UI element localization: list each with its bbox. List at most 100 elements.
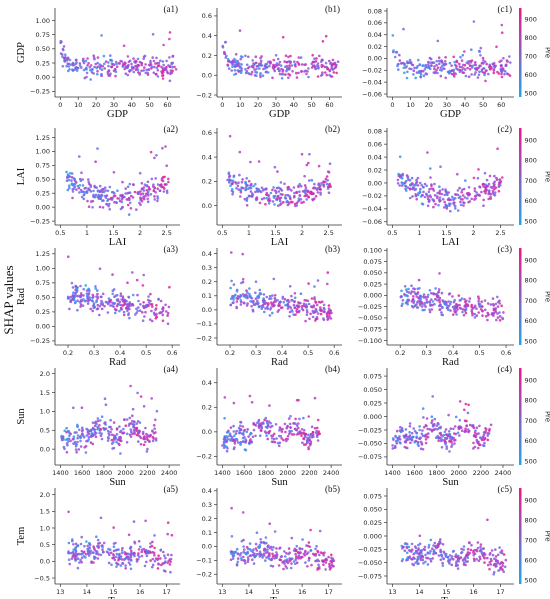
- scatter-point: [162, 43, 165, 47]
- x-axis-label: LAI: [109, 237, 127, 248]
- scatter-point: [408, 196, 412, 200]
- scatter-point: [235, 300, 239, 303]
- scatter-point: [417, 58, 420, 62]
- scatter-point: [289, 414, 292, 418]
- scatter-point: [131, 423, 134, 426]
- scatter-point: [418, 554, 421, 558]
- scatter-point: [495, 45, 498, 49]
- scatter-point: [112, 526, 115, 529]
- scatter-point: [458, 419, 462, 422]
- scatter-point: [314, 319, 317, 322]
- scatter-point: [161, 306, 165, 309]
- scatter-point: [278, 72, 282, 76]
- scatter-point: [303, 174, 306, 178]
- scatter-point: [443, 67, 446, 71]
- scatter-point: [462, 545, 466, 548]
- scatter-point: [130, 194, 133, 198]
- scatter-point: [264, 431, 268, 435]
- scatter-point: [478, 186, 482, 189]
- scatter-point: [232, 430, 236, 433]
- scatter-point: [121, 304, 124, 307]
- scatter-point: [96, 303, 100, 307]
- scatter-point: [425, 417, 429, 420]
- scatter-point: [279, 555, 283, 559]
- scatter-point: [326, 185, 330, 189]
- scatter-point: [408, 430, 411, 434]
- scatter-point: [273, 530, 277, 533]
- scatter-point: [118, 425, 121, 428]
- scatter-point: [451, 443, 454, 447]
- scatter-point: [472, 434, 476, 438]
- y-tick-label: −0.25: [30, 88, 50, 96]
- scatter-point: [436, 434, 440, 438]
- scatter-point: [238, 431, 242, 435]
- colorbar-tick-label: 800: [525, 34, 537, 42]
- scatter-point: [89, 185, 93, 188]
- scatter-point: [104, 60, 108, 63]
- scatter-point: [166, 553, 170, 556]
- scatter-point: [486, 434, 490, 437]
- scatter-point: [67, 65, 71, 68]
- scatter-point: [455, 67, 458, 70]
- scatter-point: [271, 200, 275, 203]
- scatter-point: [75, 286, 79, 290]
- scatter-point: [89, 64, 93, 67]
- scatter-point: [268, 429, 272, 433]
- scatter-point: [508, 55, 511, 58]
- scatter-point: [130, 549, 133, 553]
- scatter-point: [143, 550, 147, 553]
- scatter-point: [153, 546, 156, 550]
- scatter-point: [443, 193, 447, 197]
- scatter-point: [301, 308, 305, 312]
- scatter-point: [149, 150, 153, 154]
- scatter-point: [452, 558, 455, 561]
- scatter-point: [269, 421, 272, 425]
- scatter-point: [445, 447, 449, 451]
- scatter-point: [413, 551, 417, 555]
- x-tick-label: 20: [92, 101, 100, 109]
- scatter-point: [106, 311, 110, 314]
- panel-label: (a5): [164, 484, 179, 494]
- scatter-point: [400, 289, 403, 293]
- scatter-point: [485, 62, 489, 66]
- scatter-point: [504, 63, 508, 66]
- scatter-point: [147, 295, 150, 298]
- scatter-point: [317, 164, 321, 168]
- scatter-point: [142, 195, 145, 198]
- scatter-point: [81, 184, 85, 187]
- scatter-point: [137, 540, 141, 543]
- scatter-point: [126, 281, 129, 285]
- y-tick-label: −0.02: [362, 192, 382, 200]
- scatter-point: [80, 560, 83, 564]
- scatter-point: [254, 424, 258, 427]
- scatter-point: [272, 437, 276, 441]
- scatter-point: [99, 419, 102, 422]
- scatter-point: [403, 445, 407, 449]
- scatter-point: [418, 63, 422, 66]
- scatter-point: [481, 67, 485, 70]
- scatter-point: [232, 438, 236, 442]
- scatter-point: [481, 314, 484, 317]
- scatter-point: [310, 432, 313, 436]
- scatter-point: [244, 67, 247, 71]
- scatter-point: [470, 305, 473, 309]
- scatter-point: [87, 549, 90, 553]
- scatter-point: [462, 557, 466, 561]
- scatter-point: [303, 554, 307, 557]
- scatter-point: [422, 561, 425, 565]
- scatter-point: [433, 194, 437, 197]
- scatter-point: [281, 70, 285, 73]
- scatter-point: [454, 415, 458, 419]
- scatter-point: [115, 561, 118, 565]
- scatter-point: [458, 434, 461, 437]
- scatter-point: [244, 186, 248, 189]
- scatter-point: [116, 299, 119, 303]
- scatter-point: [459, 195, 462, 198]
- scatter-point: [430, 421, 433, 425]
- scatter-point: [72, 291, 75, 295]
- scatter-point: [424, 72, 428, 75]
- scatter-point: [474, 197, 478, 200]
- scatter-point: [403, 71, 406, 75]
- scatter-point: [152, 424, 156, 427]
